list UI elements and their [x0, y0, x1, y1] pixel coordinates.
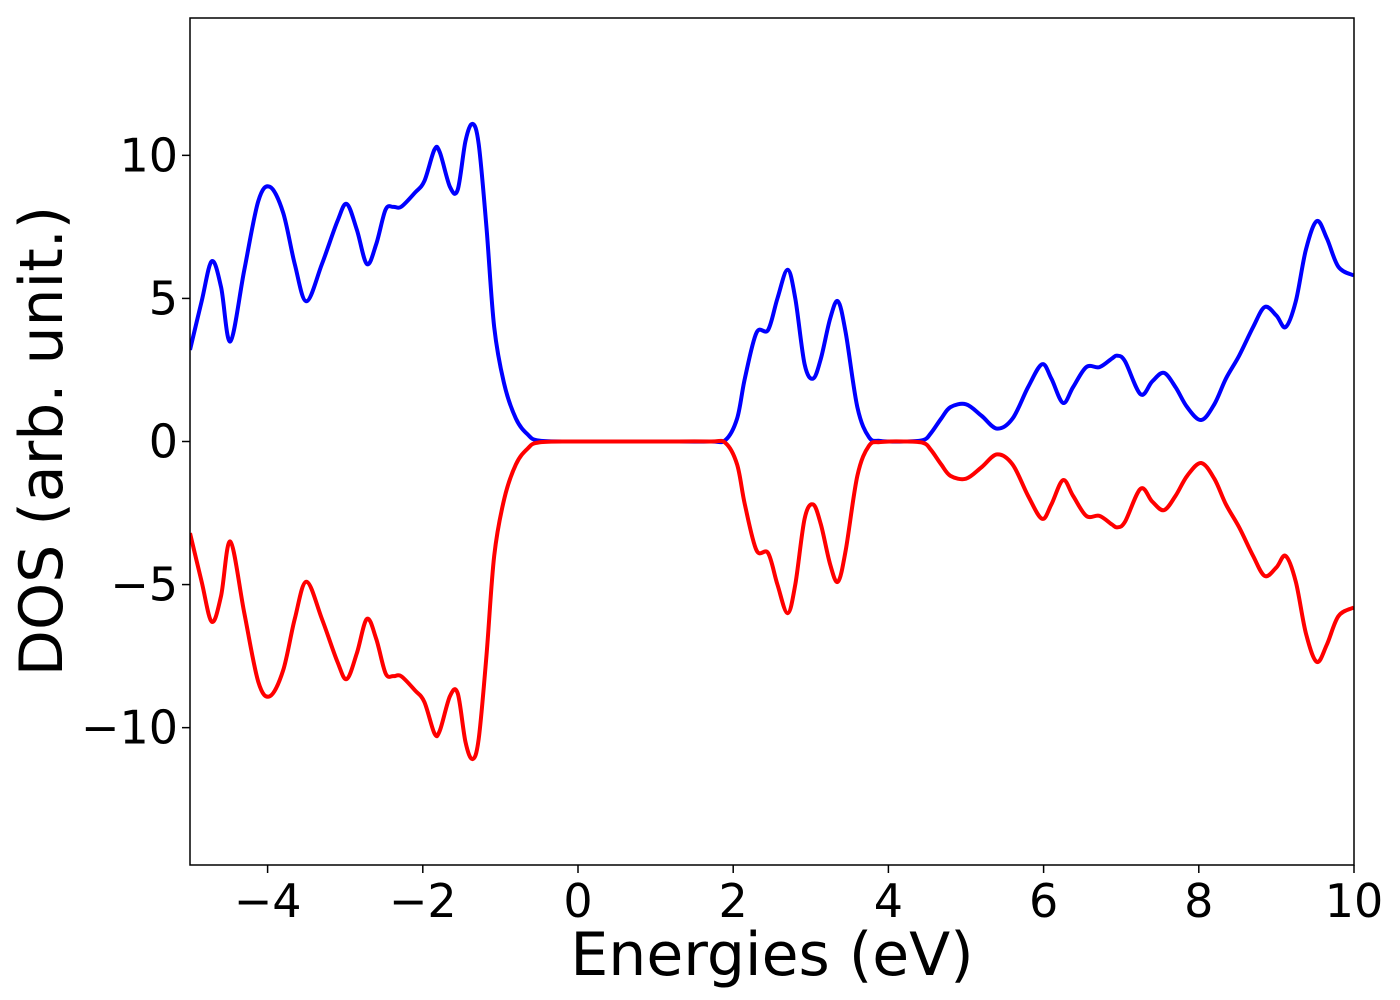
- series-line-blue: [190, 121, 1354, 445]
- series-layer: [190, 121, 1354, 762]
- y-tick-label: 10: [119, 128, 178, 182]
- x-tick-label: 0: [563, 874, 592, 928]
- series-line-red: [190, 438, 1354, 762]
- y-tick-label: −5: [110, 558, 178, 612]
- plot-frame: [189, 17, 1355, 866]
- x-tick-label: 4: [874, 874, 903, 928]
- x-tick-label: 6: [1029, 874, 1058, 928]
- x-axis-title: Energies (eV): [570, 920, 973, 990]
- x-axis: −4 −2 0 2 4 6 8 10: [234, 865, 1384, 928]
- x-tick-label: −4: [234, 874, 302, 928]
- x-tick-label: 2: [719, 874, 748, 928]
- y-axis-title: DOS (arb. unit.): [7, 206, 77, 676]
- y-tick-label: 5: [149, 271, 178, 325]
- y-tick-label: −10: [81, 701, 178, 755]
- x-tick-label: 8: [1184, 874, 1213, 928]
- y-tick-label: 0: [149, 415, 178, 469]
- y-axis: −10 −5 0 5 10: [81, 128, 190, 755]
- x-tick-label: 10: [1325, 874, 1384, 928]
- x-tick-label: −2: [389, 874, 457, 928]
